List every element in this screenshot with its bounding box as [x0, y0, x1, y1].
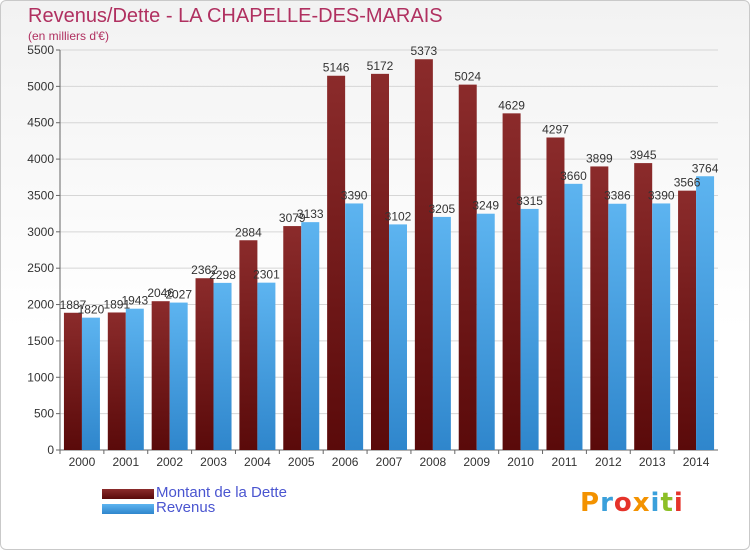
x-tick-label: 2008 — [420, 455, 447, 469]
bar-debt — [678, 190, 697, 450]
data-label: 3390 — [341, 188, 368, 202]
bar-debt — [414, 59, 433, 451]
x-tick-label: 2001 — [112, 455, 139, 469]
data-label: 3315 — [516, 194, 543, 208]
data-label: 4629 — [498, 98, 525, 112]
bar-revenus — [389, 224, 407, 450]
data-label: 5024 — [454, 70, 481, 84]
chart-title: Revenus/Dette - LA CHAPELLE-DES-MARAIS — [28, 5, 443, 27]
legend-label-revenus: Revenus — [156, 499, 216, 516]
data-label: 2027 — [165, 288, 192, 302]
bar-revenus — [608, 203, 627, 450]
bar-debt — [634, 163, 653, 450]
bar-debt — [151, 301, 170, 450]
data-label: 3660 — [560, 169, 587, 183]
y-tick-label: 4000 — [27, 152, 54, 166]
bar-revenus — [213, 282, 232, 450]
data-label: 3133 — [297, 207, 324, 221]
data-label: 1943 — [121, 294, 148, 308]
bar-revenus — [169, 302, 188, 450]
bar-debt — [458, 84, 477, 451]
data-label: 1820 — [78, 303, 105, 317]
x-tick-label: 2004 — [244, 455, 271, 469]
data-label: 1887 — [60, 298, 87, 312]
y-tick-label: 3500 — [27, 188, 54, 202]
bar-revenus — [652, 203, 671, 450]
data-label: 3390 — [648, 188, 675, 202]
y-tick-label: 2000 — [27, 298, 54, 312]
y-tick-label: 1500 — [27, 334, 54, 348]
x-tick-label: 2010 — [507, 455, 534, 469]
bar-debt — [371, 73, 389, 450]
x-tick-label: 2005 — [288, 455, 315, 469]
x-tick-label: 2000 — [69, 455, 96, 469]
bar-debt — [546, 137, 565, 450]
y-tick-label: 3000 — [27, 225, 54, 239]
data-label: 1891 — [103, 297, 130, 311]
data-label: 3764 — [692, 161, 719, 175]
data-label: 2298 — [209, 268, 236, 282]
bar-debt — [239, 240, 258, 450]
bars-layer — [63, 59, 715, 451]
bar-revenus — [432, 216, 451, 450]
chart-subtitle: (en milliers d'€) — [28, 29, 109, 43]
data-label: 3899 — [586, 151, 613, 165]
data-label: 5373 — [411, 44, 438, 58]
x-tick-label: 2011 — [552, 455, 578, 469]
legend-swatch-debt — [102, 489, 154, 499]
bar-debt — [63, 312, 82, 450]
data-label: 3386 — [604, 189, 631, 203]
x-tick-label: 2012 — [595, 455, 622, 469]
y-tick-label: 5000 — [27, 79, 54, 93]
data-label: 3566 — [674, 176, 701, 190]
data-label: 2362 — [191, 263, 218, 277]
bar-revenus — [564, 183, 583, 450]
data-label: 3945 — [630, 148, 657, 162]
bar-debt — [590, 166, 609, 450]
bar-revenus — [125, 308, 144, 450]
bar-revenus — [345, 203, 364, 450]
bar-revenus — [257, 282, 276, 450]
bar-revenus — [81, 317, 100, 450]
x-tick-label: 2009 — [463, 455, 490, 469]
y-tick-label: 0 — [47, 443, 54, 457]
data-label: 3249 — [472, 199, 499, 213]
legend-label-debt: Montant de la Dette — [156, 484, 287, 501]
bar-debt — [283, 226, 302, 450]
x-tick-label: 2006 — [332, 455, 359, 469]
bar-debt — [327, 75, 346, 450]
proxiti-logo: Proxiti — [580, 488, 684, 518]
data-label: 3079 — [279, 211, 306, 225]
data-label: 3205 — [429, 202, 456, 216]
data-label: 2301 — [253, 268, 280, 282]
data-label: 2884 — [235, 225, 262, 239]
y-tick-label: 2500 — [27, 261, 54, 275]
data-label: 4297 — [542, 122, 569, 136]
data-label: 5146 — [323, 61, 350, 75]
y-tick-label: 4500 — [27, 116, 54, 130]
data-label: 2046 — [147, 286, 174, 300]
data-label: 5172 — [367, 59, 394, 73]
data-label: 3102 — [385, 209, 412, 223]
x-tick-label: 2013 — [639, 455, 666, 469]
y-tick-label: 500 — [34, 407, 54, 421]
y-tick-label: 5500 — [27, 43, 54, 57]
bar-debt — [195, 278, 214, 450]
bar-revenus — [301, 222, 320, 450]
x-tick-label: 2003 — [200, 455, 227, 469]
x-tick-label: 2007 — [376, 455, 403, 469]
bar-revenus — [476, 213, 495, 450]
bar-debt — [502, 113, 521, 450]
y-tick-label: 1000 — [27, 370, 54, 384]
bar-revenus — [520, 208, 539, 450]
x-tick-label: 2014 — [683, 455, 710, 469]
bar-revenus — [696, 176, 715, 450]
x-tick-label: 2002 — [156, 455, 183, 469]
bar-debt — [107, 312, 126, 450]
labels-layer: 0 500 1000 1500 2000 2500 3000 3500 4000 4500 5000… — [27, 43, 718, 469]
legend-swatch-revenus — [102, 504, 154, 514]
